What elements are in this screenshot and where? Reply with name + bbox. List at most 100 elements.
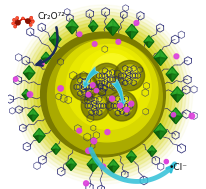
Circle shape	[123, 67, 138, 81]
Circle shape	[92, 100, 101, 109]
Circle shape	[100, 70, 116, 85]
Circle shape	[78, 49, 143, 114]
Polygon shape	[93, 21, 98, 32]
Polygon shape	[106, 19, 119, 27]
Polygon shape	[154, 50, 167, 58]
Circle shape	[27, 92, 33, 97]
Circle shape	[48, 39, 162, 154]
Polygon shape	[126, 24, 138, 32]
Circle shape	[58, 86, 63, 91]
Circle shape	[129, 101, 134, 106]
Polygon shape	[154, 130, 167, 139]
Polygon shape	[144, 36, 154, 42]
Circle shape	[164, 160, 168, 164]
Circle shape	[66, 45, 151, 129]
Polygon shape	[41, 52, 51, 58]
Polygon shape	[66, 19, 78, 27]
Polygon shape	[89, 25, 98, 32]
Polygon shape	[66, 158, 76, 164]
Polygon shape	[52, 148, 60, 154]
Text: Cr₂O⁷²⁻: Cr₂O⁷²⁻	[38, 12, 70, 21]
Polygon shape	[87, 157, 99, 164]
Polygon shape	[33, 109, 38, 121]
Circle shape	[13, 18, 16, 22]
Polygon shape	[29, 66, 35, 80]
Polygon shape	[154, 124, 167, 131]
Polygon shape	[87, 163, 99, 171]
Polygon shape	[108, 165, 119, 173]
Circle shape	[114, 60, 145, 91]
Circle shape	[34, 25, 172, 164]
Circle shape	[81, 92, 110, 120]
Polygon shape	[46, 52, 51, 64]
Circle shape	[30, 22, 176, 167]
Polygon shape	[52, 144, 60, 149]
Circle shape	[117, 63, 142, 88]
Circle shape	[14, 25, 17, 28]
Circle shape	[105, 129, 110, 135]
Circle shape	[94, 88, 98, 93]
Circle shape	[116, 40, 121, 44]
Circle shape	[126, 69, 136, 79]
Polygon shape	[108, 160, 119, 166]
Polygon shape	[33, 129, 45, 136]
Circle shape	[134, 21, 139, 25]
Polygon shape	[33, 134, 45, 143]
Circle shape	[84, 181, 89, 186]
Circle shape	[13, 77, 18, 81]
Circle shape	[110, 96, 115, 101]
Circle shape	[39, 61, 44, 66]
Circle shape	[119, 99, 128, 109]
Circle shape	[77, 32, 82, 36]
Polygon shape	[169, 114, 182, 124]
Polygon shape	[160, 50, 167, 65]
Polygon shape	[49, 32, 61, 39]
Circle shape	[118, 103, 123, 108]
Circle shape	[91, 63, 123, 95]
Polygon shape	[176, 108, 182, 124]
Circle shape	[97, 68, 118, 89]
Polygon shape	[148, 150, 156, 156]
Circle shape	[86, 92, 91, 97]
Circle shape	[26, 19, 30, 23]
Circle shape	[91, 138, 97, 144]
Circle shape	[79, 79, 92, 92]
Circle shape	[107, 91, 137, 121]
Circle shape	[113, 95, 133, 115]
Polygon shape	[106, 25, 119, 35]
Circle shape	[110, 93, 134, 118]
Polygon shape	[160, 124, 167, 139]
Polygon shape	[144, 40, 154, 47]
Polygon shape	[41, 57, 51, 64]
Circle shape	[90, 83, 95, 87]
Polygon shape	[93, 157, 99, 171]
Circle shape	[189, 113, 194, 119]
Polygon shape	[66, 163, 76, 170]
Circle shape	[21, 17, 24, 20]
Polygon shape	[172, 67, 178, 81]
Polygon shape	[154, 56, 167, 65]
Circle shape	[20, 12, 186, 177]
Circle shape	[124, 107, 129, 112]
Polygon shape	[113, 160, 119, 173]
Polygon shape	[171, 93, 184, 102]
Circle shape	[81, 81, 90, 90]
Polygon shape	[132, 24, 138, 39]
Circle shape	[27, 19, 179, 170]
Circle shape	[73, 76, 95, 98]
Circle shape	[16, 16, 19, 20]
Circle shape	[84, 94, 107, 117]
Polygon shape	[55, 32, 61, 46]
Circle shape	[94, 66, 120, 93]
Polygon shape	[26, 89, 30, 100]
Circle shape	[41, 32, 165, 157]
Circle shape	[12, 22, 15, 25]
Circle shape	[76, 77, 94, 95]
Polygon shape	[113, 19, 119, 35]
Polygon shape	[39, 129, 45, 143]
Circle shape	[30, 16, 33, 19]
Polygon shape	[28, 109, 38, 115]
Circle shape	[87, 96, 105, 114]
Circle shape	[116, 97, 130, 112]
Polygon shape	[166, 67, 178, 74]
